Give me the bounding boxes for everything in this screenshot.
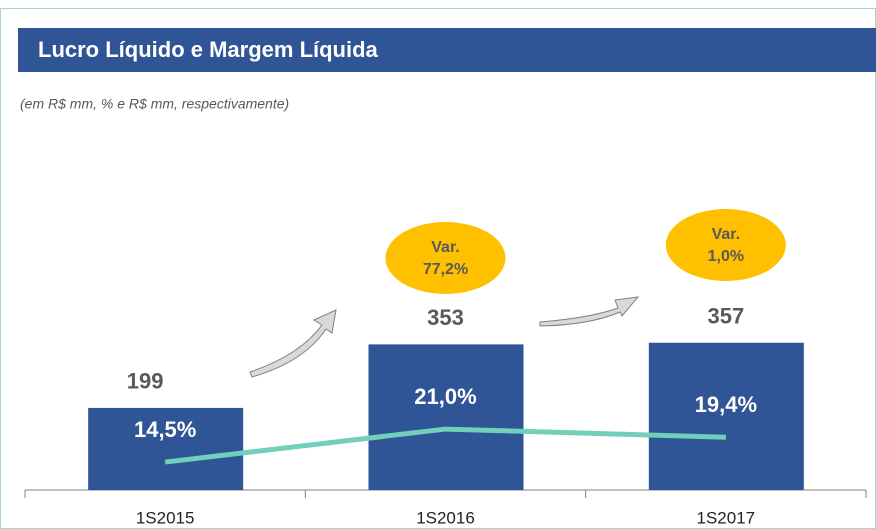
bar [368, 344, 524, 490]
x-tick-label: 1S2016 [416, 508, 475, 527]
bar-value-label: 199 [127, 369, 164, 394]
annotation-text: 1,0% [708, 248, 744, 265]
line [164, 426, 726, 465]
bar [648, 342, 804, 490]
annotation-bubble [665, 209, 786, 281]
line-value-label: 14,5% [134, 417, 196, 442]
x-tick-label: 1S2017 [697, 508, 756, 527]
line-value-label: 19,4% [695, 392, 757, 417]
annotation-text: Var. [431, 239, 459, 256]
subtitle: (em R$ mm, % e R$ mm, respectivamente) [20, 96, 289, 112]
bar [88, 407, 244, 490]
annotation-text: 77,2% [423, 261, 468, 278]
chart-title: Lucro Líquido e Margem Líquida [38, 37, 379, 62]
arrow [249, 296, 640, 378]
title-bar [18, 28, 876, 72]
line-value-label: 21,0% [414, 384, 476, 409]
annotation-bubble [385, 222, 506, 294]
x-tick-label: 1S2015 [136, 508, 195, 527]
bar-value-label: 353 [427, 305, 464, 330]
bar-value-label: 357 [707, 304, 744, 329]
annotation-text: Var. [712, 226, 740, 243]
